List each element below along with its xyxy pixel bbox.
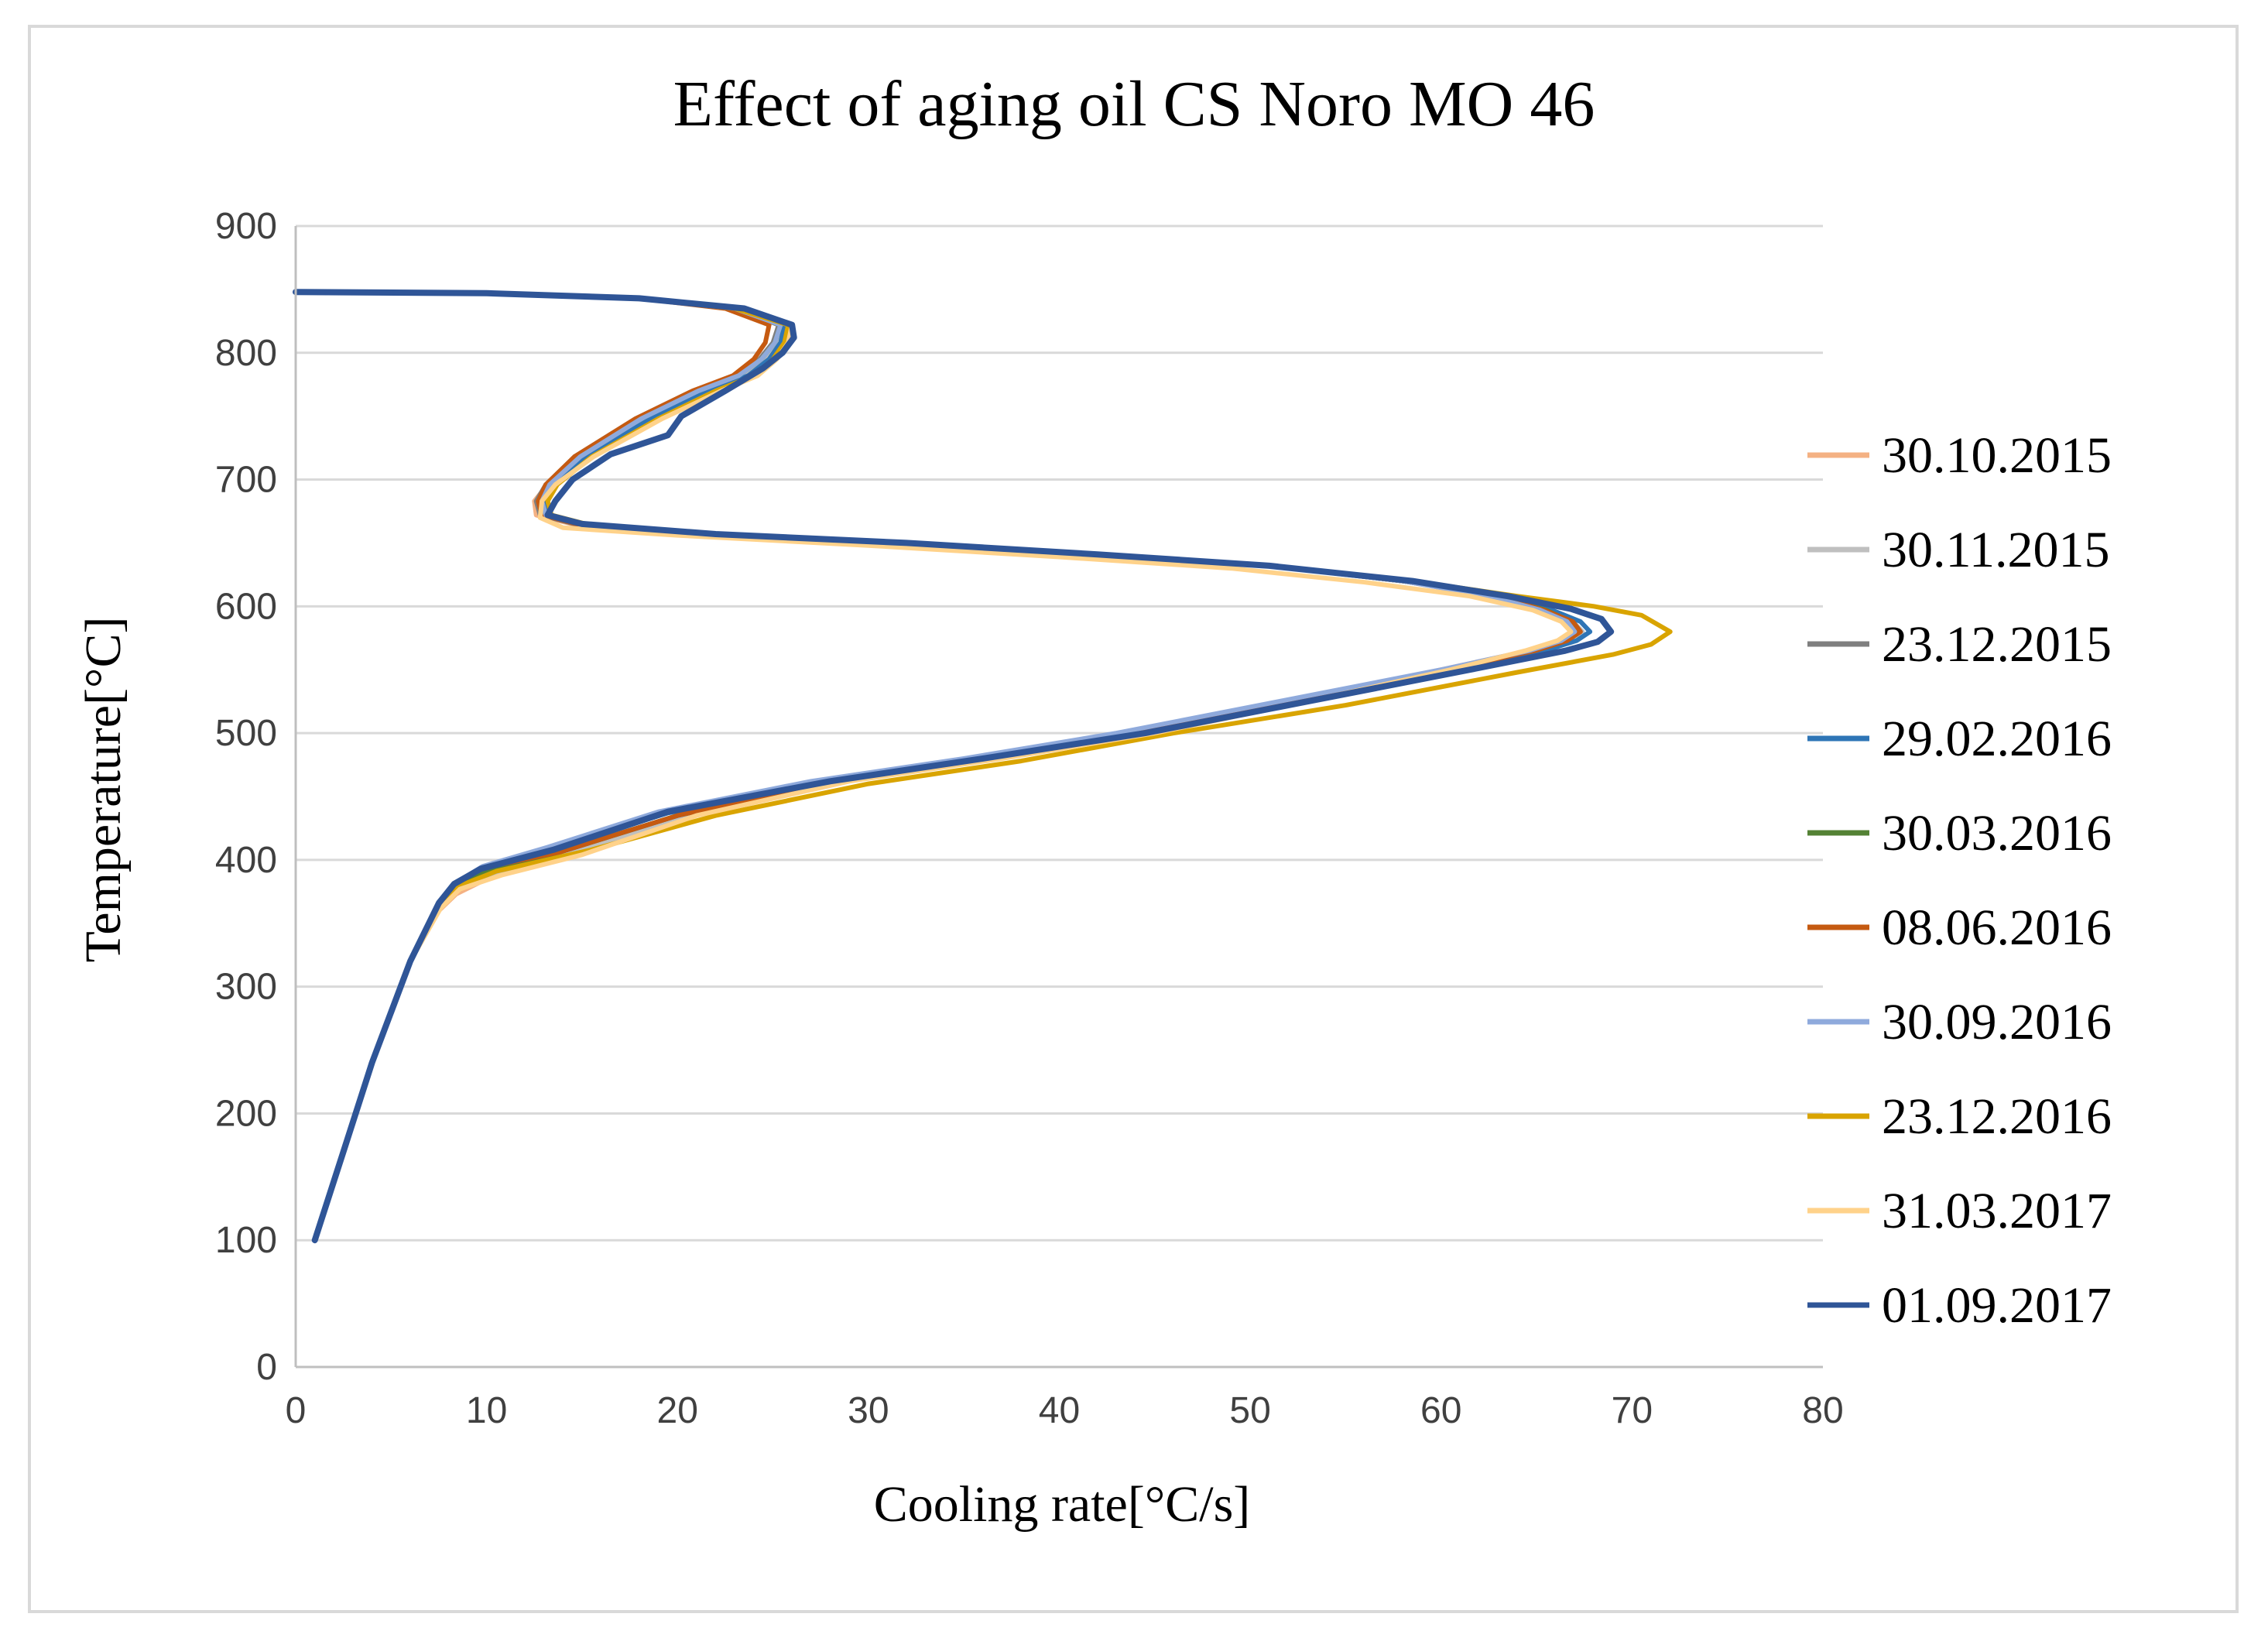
x-tick-label-40: 40 xyxy=(1039,1390,1080,1431)
gridlines xyxy=(296,224,1823,1242)
legend-label-29.02.2016: 29.02.2016 xyxy=(1882,711,2112,767)
x-tick-label-60: 60 xyxy=(1420,1390,1461,1431)
y-tick-label-700: 700 xyxy=(215,460,277,501)
x-tick-label-50: 50 xyxy=(1229,1390,1270,1431)
x-tick-label-20: 20 xyxy=(657,1390,698,1431)
series-line-01.09.2017 xyxy=(293,289,1615,1244)
axes: 0 100 200 300 400 500 600 700 800 900 0 10 20 30 40 50 6… xyxy=(215,206,1844,1431)
x-tick-label-10: 10 xyxy=(466,1390,507,1431)
series-lines xyxy=(293,289,1673,1244)
y-tick-label-400: 400 xyxy=(215,840,277,881)
y-tick-label-900: 900 xyxy=(215,206,277,247)
chart-title: Effect of aging oil CS Noro MO 46 xyxy=(673,68,1595,140)
legend-label-08.06.2016: 08.06.2016 xyxy=(1882,899,2112,956)
x-tick-label-80: 80 xyxy=(1802,1390,1843,1431)
x-axis-label: Cooling rate[°C/s] xyxy=(874,1476,1251,1533)
legend: 30.10.2015 30.11.2015 23.12.2015 29.02.2016… xyxy=(1807,427,2112,1334)
y-tick-label-100: 100 xyxy=(215,1220,277,1261)
legend-label-30.03.2016: 30.03.2016 xyxy=(1882,805,2112,862)
y-tick-label-0: 0 xyxy=(256,1347,277,1388)
y-tick-label-300: 300 xyxy=(215,967,277,1008)
y-tick-label-600: 600 xyxy=(215,586,277,627)
y-tick-label-500: 500 xyxy=(215,713,277,754)
chart-frame xyxy=(28,25,2239,1613)
series-line-23.12.2016 xyxy=(293,289,1673,1243)
x-tick-label-30: 30 xyxy=(848,1390,889,1431)
legend-label-30.11.2015: 30.11.2015 xyxy=(1882,522,2110,578)
x-tick-label-0: 0 xyxy=(286,1390,307,1431)
legend-label-30.09.2016: 30.09.2016 xyxy=(1882,994,2112,1050)
x-tick-label-70: 70 xyxy=(1612,1390,1653,1431)
y-axis-label: Temperature[°C] xyxy=(75,617,132,963)
legend-label-31.03.2017: 31.03.2017 xyxy=(1882,1183,2112,1239)
y-tick-label-800: 800 xyxy=(215,333,277,374)
legend-label-23.12.2016: 23.12.2016 xyxy=(1882,1088,2112,1145)
legend-label-30.10.2015: 30.10.2015 xyxy=(1882,427,2112,484)
legend-label-23.12.2015: 23.12.2015 xyxy=(1882,616,2112,673)
legend-label-01.09.2017: 01.09.2017 xyxy=(1882,1277,2112,1334)
y-tick-label-200: 200 xyxy=(215,1093,277,1134)
